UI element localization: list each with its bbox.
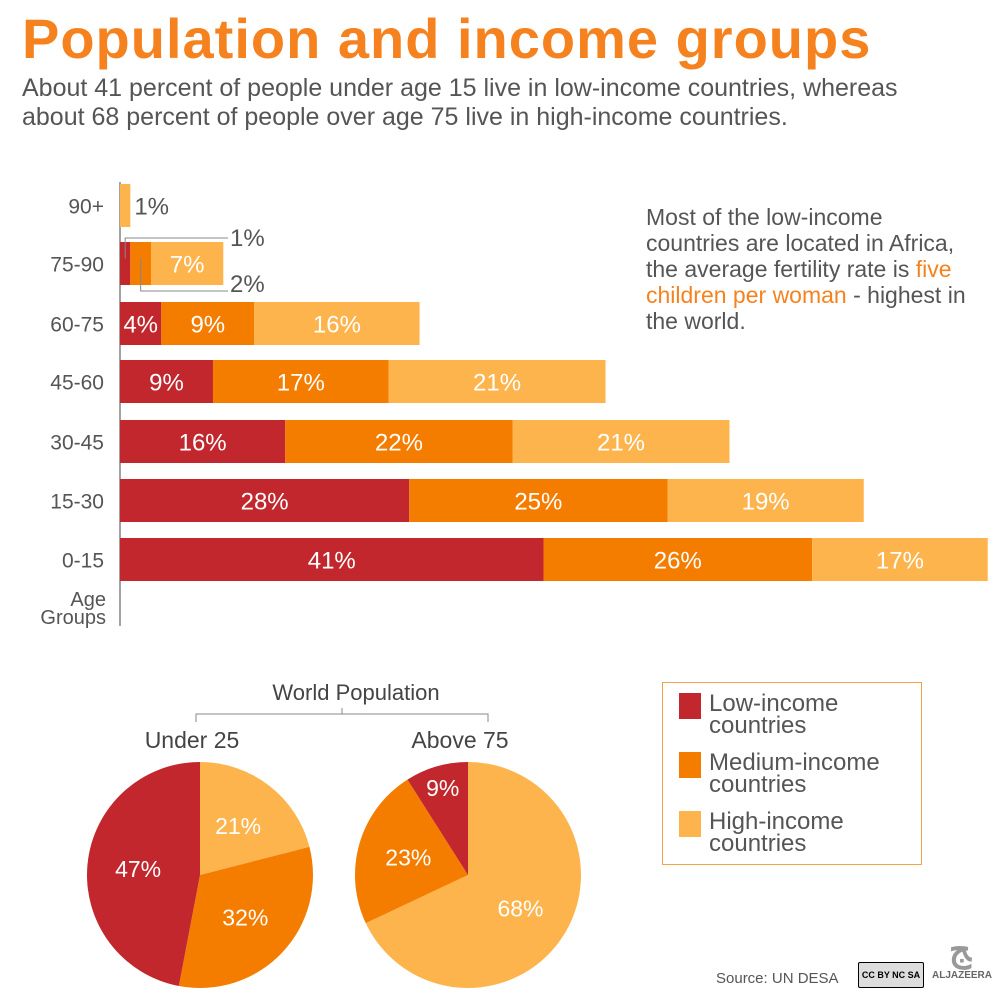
- pie-group-bracket: [195, 713, 489, 722]
- bar-segment: [120, 420, 286, 463]
- bar-segment: [409, 479, 668, 522]
- legend-swatch-low: [679, 693, 701, 719]
- bar-data-label: 21%: [597, 430, 645, 457]
- y-tick-label: 0-15: [62, 550, 104, 573]
- bar-segment: [120, 242, 131, 285]
- bar-segment: [254, 302, 420, 345]
- legend-label: countries: [709, 771, 807, 798]
- bar-segment: [667, 479, 864, 522]
- bar-data-label: 1%: [230, 225, 265, 252]
- y-tick-label: 30-45: [50, 432, 104, 455]
- pie-title: Under 25: [145, 727, 240, 753]
- legend-label: countries: [709, 712, 807, 739]
- pie-data-label: 68%: [497, 895, 543, 921]
- bar-data-label: 16%: [179, 430, 227, 457]
- legend-label: Medium-income: [709, 749, 880, 776]
- legend-swatch-high: [679, 811, 701, 837]
- legend-swatch-medium: [679, 752, 701, 778]
- bar-segment: [212, 360, 389, 403]
- bar-data-label: 9%: [190, 312, 225, 339]
- bar-data-label: 19%: [742, 489, 790, 516]
- bar-data-label: 16%: [313, 312, 361, 339]
- bar-data-label: 7%: [170, 252, 205, 279]
- pie-slice: [407, 762, 468, 875]
- y-tick-label: 45-60: [50, 372, 104, 395]
- pie-data-label: 47%: [115, 856, 161, 882]
- note-text-end: - highest in the world.: [646, 282, 966, 334]
- bar-data-label: 1%: [134, 194, 169, 221]
- bar-data-label: 4%: [123, 312, 158, 339]
- bar-data-label: 17%: [277, 370, 325, 397]
- callout-line: [140, 258, 228, 292]
- pie-slice: [355, 779, 468, 924]
- bar-segment: [120, 538, 544, 581]
- legend-item-low: Low-income countries: [679, 690, 839, 739]
- pie-data-label: 9%: [426, 775, 459, 801]
- bar-segment: [161, 302, 255, 345]
- y-tick-label: 90+: [68, 196, 104, 219]
- logo-icon: ﺞ: [949, 931, 971, 969]
- pie-slice: [200, 762, 310, 875]
- creative-commons-badge: CC BY NC SA: [858, 962, 924, 988]
- bar-data-label: 21%: [473, 370, 521, 397]
- bar-data-label: 41%: [308, 548, 356, 575]
- bar-data-label: 25%: [514, 489, 562, 516]
- note-highlight: five children per woman: [646, 256, 952, 308]
- bar-segment: [150, 242, 224, 285]
- bar-segment: [120, 479, 410, 522]
- annotation-note: Most of the low-income countries are loc…: [646, 204, 966, 334]
- pie-group-title: World Population: [272, 680, 439, 705]
- source-credit: Source: UN DESA: [716, 970, 839, 987]
- bar-segment: [285, 420, 513, 463]
- pie-slice: [87, 762, 200, 986]
- bar-segment: [120, 360, 213, 403]
- bar-segment: [512, 420, 730, 463]
- chart-title: Population and income groups: [22, 7, 872, 70]
- bar-segment: [812, 538, 988, 581]
- logo-text: ALJAZEERA: [932, 970, 993, 981]
- chart-subtitle: About 41 percent of people under age 15 …: [22, 74, 898, 131]
- pie-data-label: 21%: [215, 813, 261, 839]
- bar-segment: [543, 538, 813, 581]
- bar-data-label: 17%: [876, 548, 924, 575]
- legend-item-medium: Medium-income countries: [679, 749, 880, 798]
- note-text: Most of the low-income countries are loc…: [646, 204, 955, 282]
- bar-data-label: 22%: [375, 430, 423, 457]
- bar-data-label: 9%: [149, 370, 184, 397]
- legend-label: High-income: [709, 808, 844, 835]
- legend-item-high: High-income countries: [679, 808, 844, 857]
- pie-title: Above 75: [411, 727, 508, 753]
- bar-data-label: 26%: [654, 548, 702, 575]
- pie-data-label: 32%: [222, 905, 268, 931]
- y-axis-label: Groups: [40, 607, 106, 629]
- pie-slice: [365, 762, 581, 989]
- y-tick-label: 75-90: [50, 254, 104, 277]
- bar-segment: [120, 302, 162, 345]
- legend: Low-income countries Medium-income countri…: [662, 682, 922, 865]
- legend-label: Low-income: [709, 690, 839, 717]
- pie-slice: [178, 846, 313, 988]
- bar-data-label: 2%: [230, 271, 265, 298]
- bar-data-label: 28%: [241, 489, 289, 516]
- bar-segment: [120, 184, 131, 227]
- y-tick-label: 15-30: [50, 491, 104, 514]
- pie-data-label: 23%: [385, 845, 431, 871]
- callout-line: [124, 237, 228, 259]
- aljazeera-logo: ﺞ ALJAZEERA: [932, 930, 992, 981]
- bar-segment: [388, 360, 606, 403]
- legend-label: countries: [709, 830, 807, 857]
- y-tick-label: 60-75: [50, 314, 104, 337]
- y-axis-label: Age: [70, 589, 106, 611]
